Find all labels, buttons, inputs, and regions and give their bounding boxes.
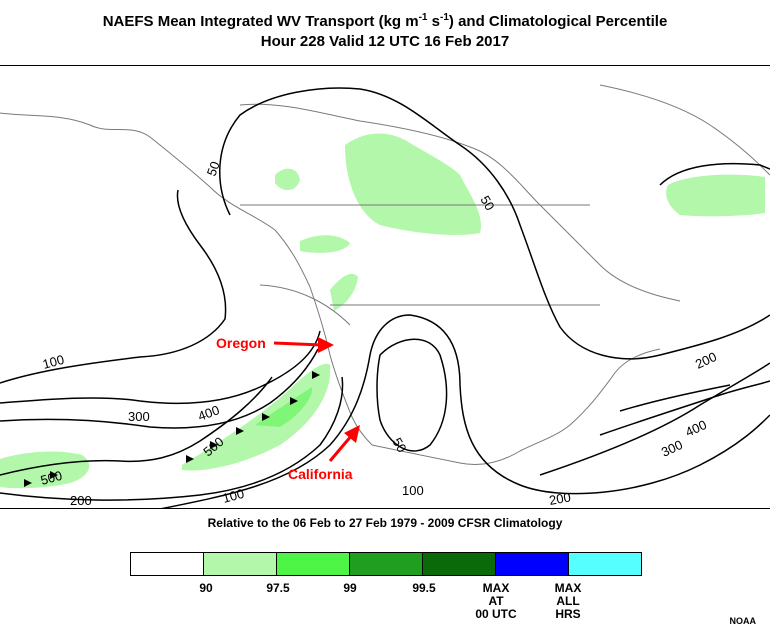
oregon-label: Oregon bbox=[216, 335, 266, 351]
contour-100-south bbox=[159, 314, 770, 509]
legend-swatch-4 bbox=[423, 553, 496, 575]
legend-tick-99: 99 bbox=[343, 581, 357, 595]
oregon-arrow bbox=[273, 341, 323, 347]
contour-50-west bbox=[376, 338, 448, 452]
contour-label-500: 500 bbox=[39, 468, 64, 488]
contour-label-100: 100 bbox=[402, 483, 424, 498]
oregon-arrowhead bbox=[318, 337, 334, 353]
legend-swatch-2 bbox=[277, 553, 350, 575]
legend-tick-90: 90 bbox=[199, 581, 213, 595]
california-arrow bbox=[328, 434, 354, 462]
legend-tick-max-00utc: MAX AT 00 UTC bbox=[475, 581, 517, 621]
shade-canada-2 bbox=[275, 168, 300, 191]
annotations: Oregon California bbox=[216, 335, 360, 482]
contour-label-50: 50 bbox=[477, 193, 497, 213]
contour-500 bbox=[0, 376, 273, 476]
contour-label-100: 100 bbox=[221, 486, 246, 506]
contour-label-200: 200 bbox=[70, 493, 92, 508]
credit-noaa: NOAA bbox=[729, 616, 757, 626]
contour-label-50: 50 bbox=[204, 159, 223, 178]
shade-pacific-plume bbox=[182, 363, 331, 471]
ivt-map: 50 50 100 300 400 500 500 200 100 50 100… bbox=[0, 65, 770, 509]
contour-label-300: 300 bbox=[128, 409, 150, 424]
california-label: California bbox=[288, 466, 353, 482]
shade-canada-1 bbox=[345, 133, 481, 235]
contour-300 bbox=[0, 330, 321, 405]
percentile-legend bbox=[130, 552, 642, 576]
contour-200-south bbox=[0, 376, 344, 501]
map-subtitle-valid-time: Hour 228 Valid 12 UTC 16 Feb 2017 bbox=[260, 33, 510, 50]
ivt-contours bbox=[0, 87, 770, 509]
shade-bc bbox=[300, 235, 350, 253]
shade-west-pacific bbox=[0, 451, 90, 489]
shade-labrador bbox=[666, 174, 765, 217]
climatology-note: Relative to the 06 Feb to 27 Feb 1979 - … bbox=[207, 516, 563, 530]
contour-400 bbox=[0, 348, 319, 429]
contour-200-east bbox=[539, 362, 770, 476]
contour-label-100: 100 bbox=[41, 352, 66, 372]
shade-nw-coast bbox=[330, 273, 358, 311]
contour-300-east bbox=[599, 380, 770, 436]
legend-swatch-3 bbox=[350, 553, 423, 575]
map-background bbox=[0, 65, 770, 509]
california-arrowhead bbox=[344, 425, 360, 443]
map-title: NAEFS Mean Integrated WV Transport (kg m… bbox=[102, 12, 668, 31]
contour-50-east bbox=[659, 162, 770, 186]
transport-vectors bbox=[24, 371, 320, 487]
legend-swatch-6 bbox=[569, 553, 641, 575]
contour-label-50: 50 bbox=[389, 435, 409, 455]
percentile-shading bbox=[0, 133, 765, 489]
legend-tick-97-5: 97.5 bbox=[266, 581, 290, 595]
legend-swatch-1 bbox=[204, 553, 277, 575]
contour-label-400: 400 bbox=[196, 402, 222, 424]
legend-swatch-0 bbox=[131, 553, 204, 575]
contour-100-north bbox=[0, 189, 227, 384]
contour-400-east bbox=[619, 384, 731, 412]
legend-tick-max-all-hrs: MAX ALL HRS bbox=[554, 581, 582, 621]
contour-50-north bbox=[219, 87, 770, 360]
legend-tick-99-5: 99.5 bbox=[412, 581, 436, 595]
contour-label-200: 200 bbox=[548, 489, 572, 508]
legend-swatch-5 bbox=[496, 553, 569, 575]
